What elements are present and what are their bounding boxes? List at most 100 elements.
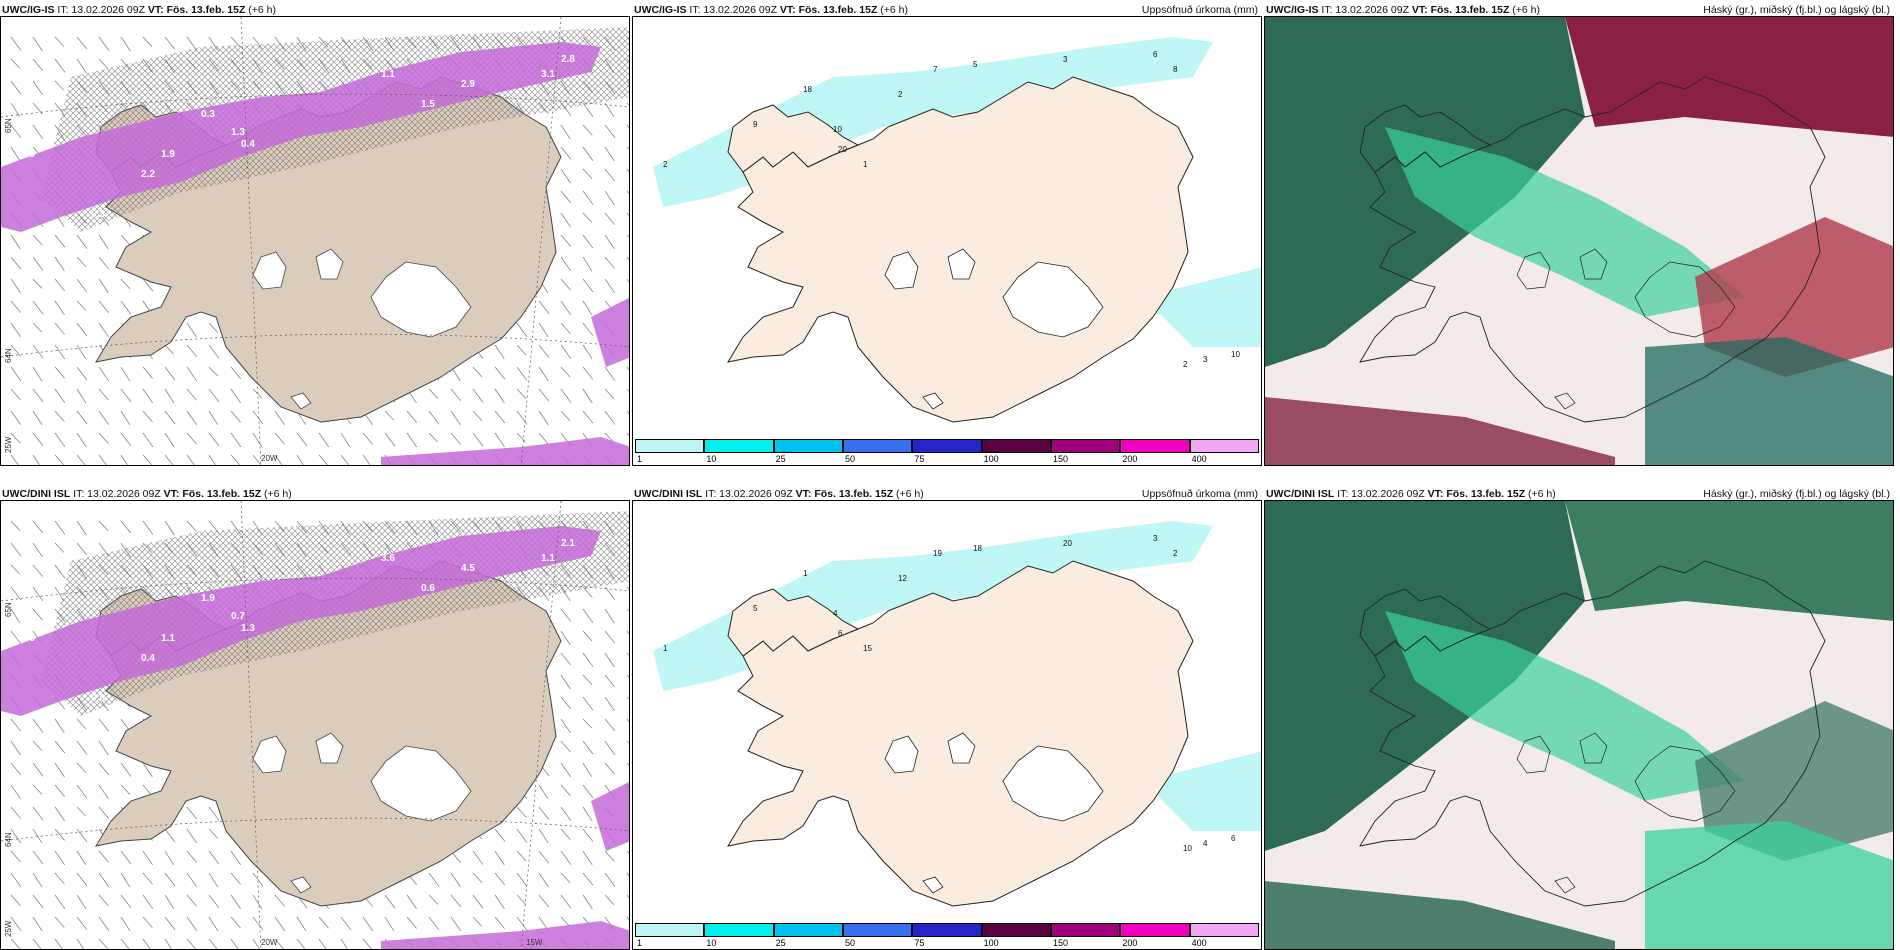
wind-value-label: 1.3 <box>231 127 245 138</box>
precip-value-label: 4 <box>1203 839 1208 848</box>
wind-value-label: 2.8 <box>561 54 575 65</box>
colorbar-swatch <box>635 439 705 453</box>
colorbar-tick: 150 <box>1053 454 1069 464</box>
colorbar-swatch <box>1189 439 1259 453</box>
lead-time: (+6 h) <box>264 488 292 500</box>
wind-value-label: 1.1 <box>541 553 555 564</box>
colorbar-swatch <box>704 439 774 453</box>
wind-value-label: 3.5 <box>21 633 35 644</box>
precip-value-label: 5 <box>973 60 978 69</box>
colorbar-tick: 10 <box>706 454 717 464</box>
model-label: UWC/IG-IS <box>1266 4 1319 16</box>
colorbar-tick: 75 <box>914 454 925 464</box>
model-label: UWC/IG-IS <box>2 4 55 16</box>
valid-time: VT: Fös. 13.feb. 15Z <box>1411 4 1510 16</box>
cloud-map-svg <box>1265 501 1893 949</box>
init-time: IT: 13.02.2026 09Z <box>705 488 793 500</box>
precip-value-label: 2 <box>1183 360 1188 369</box>
model-label: UWC/DINI ISL <box>634 488 703 500</box>
valid-time: VT: Fös. 13.feb. 15Z <box>795 488 894 500</box>
colorbar-swatch <box>773 923 843 937</box>
wind-map: 2.1 3.6 4.5 1.1 0.6 1.9 0.7 1.3 0.4 1.1 0.8 3.5 65N 6… <box>0 500 630 950</box>
precip-value-label: 19 <box>933 549 942 558</box>
wind-value-label: 0.8 <box>91 693 105 704</box>
wind-value-label: 3.1 <box>541 69 555 80</box>
wind-panel-row1: UWC/IG-IS IT: 13.02.2026 09Z VT: Fös. 13… <box>0 0 630 466</box>
wind-value-label: 2.9 <box>461 79 475 90</box>
colorbar-swatch <box>635 923 705 937</box>
colorbar-swatch <box>1189 923 1259 937</box>
wind-value-label: 4.5 <box>461 563 475 574</box>
wind-value-label: 1.1 <box>161 633 175 644</box>
colorbar-swatch <box>1051 439 1121 453</box>
colorbar-swatch <box>773 439 843 453</box>
valid-time: VT: Fös. 13.feb. 15Z <box>163 488 262 500</box>
valid-time: VT: Fös. 13.feb. 15Z <box>779 4 878 16</box>
lead-time: (+6 h) <box>1512 4 1541 16</box>
model-label: UWC/IG-IS <box>634 4 687 16</box>
colorbar-tick: 100 <box>983 938 999 948</box>
precip-value-label: 10 <box>833 125 842 134</box>
axis-label: 20W <box>261 938 278 947</box>
precip-colorbar: 1 10 25 50 75 100 150 200 400 <box>635 439 1259 464</box>
axis-label: 25W <box>4 920 13 937</box>
cloud-map <box>1264 500 1894 950</box>
colorbar-tick: 75 <box>914 938 925 948</box>
axis-label: 20W <box>261 454 278 463</box>
panel-header: UWC/IG-IS IT: 13.02.2026 09Z VT: Fös. 13… <box>0 0 630 18</box>
colorbar-swatch <box>981 923 1051 937</box>
precip-value-label: 2 <box>898 90 903 99</box>
wind-value-label: 1.1 <box>381 69 395 80</box>
colorbar-swatch <box>704 923 774 937</box>
precip-value-label: 1 <box>863 160 868 169</box>
wind-value-label: 1.5 <box>421 99 435 110</box>
colorbar-tick: 25 <box>775 454 786 464</box>
precip-value-label: 18 <box>973 544 982 553</box>
precip-map: 1 4 6 5 12 15 19 18 20 3 2 1 6 10 4 1 10 25 50 75 100 150 200… <box>632 500 1262 950</box>
precip-value-label: 5 <box>753 604 758 613</box>
precip-value-label: 6 <box>1231 834 1236 843</box>
cloud-title: Háský (gr.), miðský (fj.bl.) og lágský (… <box>1703 4 1890 16</box>
axis-label: 65N <box>4 602 13 617</box>
panel-header: UWC/IG-IS IT: 13.02.2026 09Z VT: Fös. 13… <box>1264 0 1894 18</box>
wind-panel-row2: UWC/DINI ISL IT: 13.02.2026 09Z VT: Fös.… <box>0 484 630 950</box>
precip-panel-row2: UWC/DINI ISL IT: 13.02.2026 09Z VT: Fös.… <box>632 484 1262 950</box>
wind-map-svg: 2.1 3.6 4.5 1.1 0.6 1.9 0.71.3 0.4 1.1 0.8 3.5 65N 6… <box>1 501 629 949</box>
precip-colorbar: 1 10 25 50 75 100 150 200 400 <box>635 923 1259 948</box>
panel-header: UWC/DINI ISL IT: 13.02.2026 09Z VT: Fös.… <box>1264 484 1894 502</box>
wind-value-label: 1.9 <box>201 593 215 604</box>
colorbar-tick: 400 <box>1191 938 1207 948</box>
precip-value-label: 8 <box>1173 65 1178 74</box>
wind-value-label: 1.3 <box>241 623 255 634</box>
wind-value-label: 0.3 <box>91 209 105 220</box>
init-time: IT: 13.02.2026 09Z <box>57 4 145 16</box>
wind-value-label: 1.9 <box>161 149 175 160</box>
cloud-panel-row1: UWC/IG-IS IT: 13.02.2026 09Z VT: Fös. 13… <box>1264 0 1894 466</box>
colorbar-swatch <box>912 439 982 453</box>
panel-header: UWC/DINI ISL IT: 13.02.2026 09Z VT: Fös.… <box>0 484 630 502</box>
init-time: IT: 13.02.2026 09Z <box>1337 488 1425 500</box>
colorbar-tick: 400 <box>1191 454 1207 464</box>
precip-panel-row1: UWC/IG-IS IT: 13.02.2026 09Z VT: Fös. 13… <box>632 0 1262 466</box>
wind-map: 2.8 1.1 2.9 3.1 1.5 0.3 1.3 0.4 2.2 1.9 0.3 0.9 65N 6… <box>0 16 630 466</box>
wind-value-label: 2.1 <box>561 538 575 549</box>
valid-time: VT: Fös. 13.feb. 15Z <box>1427 488 1526 500</box>
axis-label: 64N <box>4 348 13 363</box>
precip-value-label: 18 <box>803 85 812 94</box>
wind-value-label: 0.7 <box>231 611 245 622</box>
colorbar-tick: 150 <box>1053 938 1069 948</box>
axis-label: 64N <box>4 832 13 847</box>
colorbar-swatch <box>912 923 982 937</box>
cloud-map <box>1264 16 1894 466</box>
precip-value-label: 15 <box>863 644 872 653</box>
precip-value-label: 20 <box>838 145 847 154</box>
axis-label: 15W <box>526 938 543 947</box>
colorbar-swatch <box>981 439 1051 453</box>
wind-value-label: 0.9 <box>21 149 35 160</box>
init-time: IT: 13.02.2026 09Z <box>73 488 161 500</box>
panel-header: UWC/DINI ISL IT: 13.02.2026 09Z VT: Fös.… <box>632 484 1262 502</box>
wind-value-label: 0.4 <box>141 653 155 664</box>
precip-title: Uppsöfnuð úrkoma (mm) <box>1141 4 1258 16</box>
